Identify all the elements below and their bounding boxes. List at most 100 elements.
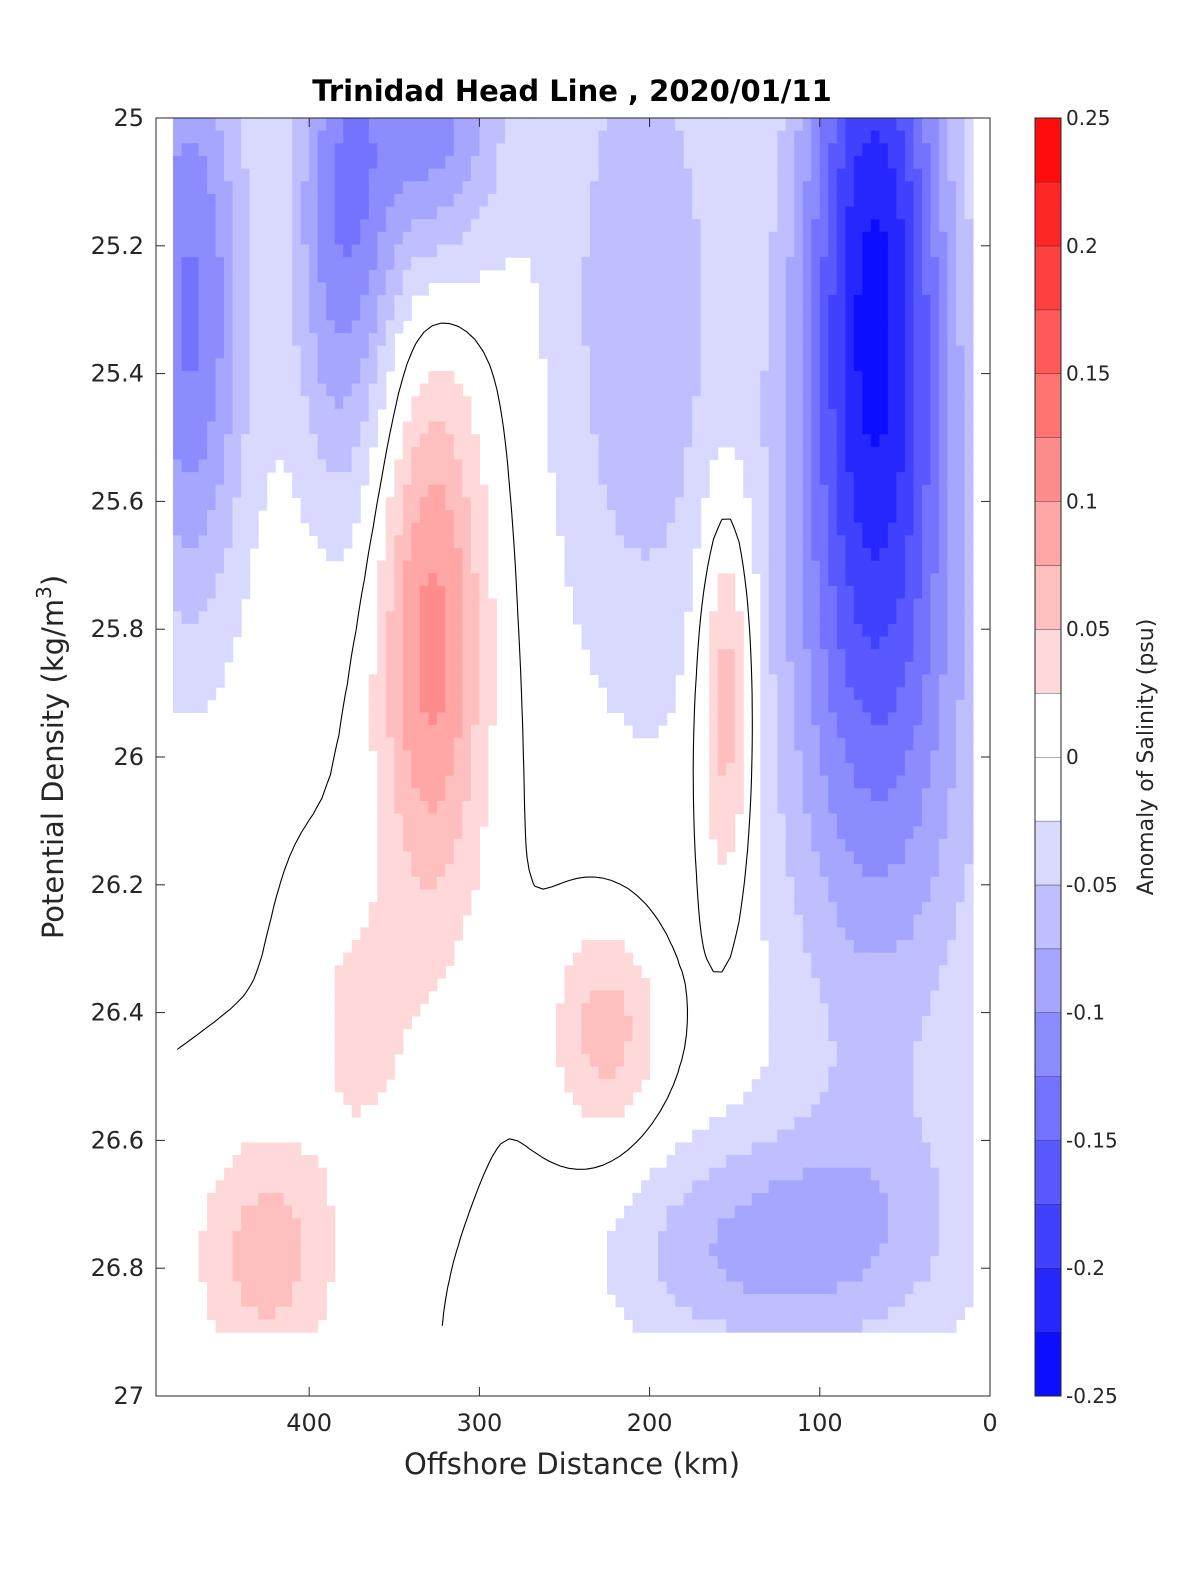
contour-cell [709, 750, 719, 764]
contour-cell [215, 370, 225, 385]
contour-cell [351, 193, 361, 208]
contour-cell [819, 611, 829, 625]
contour-cell [862, 712, 872, 726]
contour-cell [794, 269, 804, 284]
contour-cell [836, 914, 846, 928]
contour-cell [453, 383, 463, 397]
contour-cell [607, 1104, 617, 1118]
contour-cell [828, 244, 838, 258]
contour-cell [913, 902, 923, 916]
contour-cell [590, 320, 600, 334]
contour-cell [675, 345, 685, 359]
contour-cell [530, 269, 540, 284]
contour-cell [938, 965, 949, 979]
contour-cell [777, 181, 787, 195]
contour-cell [632, 118, 642, 132]
contour-cell [377, 902, 387, 916]
contour-cell [649, 472, 659, 486]
contour-cell [811, 1066, 821, 1080]
contour-cell [785, 712, 795, 726]
contour-cell [879, 472, 889, 486]
contour-cell [853, 661, 863, 676]
contour-cell [811, 611, 821, 625]
contour-cell [453, 408, 463, 423]
contour-cell [828, 952, 838, 966]
contour-cell [377, 295, 387, 309]
contour-cell [377, 320, 387, 334]
contour-cell [836, 990, 846, 1004]
contour-cell [394, 1015, 404, 1030]
contour-cell [904, 598, 915, 612]
contour-cell [292, 383, 302, 397]
contour-cell [224, 472, 234, 486]
contour-cell [181, 396, 191, 410]
contour-cell [870, 611, 880, 625]
contour-cell [777, 965, 787, 979]
contour-cell [317, 522, 327, 536]
contour-cell [607, 282, 617, 296]
contour-cell [198, 421, 208, 435]
contour-cell [266, 370, 276, 385]
contour-cell [232, 623, 242, 638]
contour-cell [802, 598, 812, 612]
contour-cell [955, 674, 966, 688]
contour-cell [964, 623, 974, 638]
contour-cell [862, 611, 872, 625]
contour-cell [360, 193, 370, 208]
contour-cell [462, 231, 472, 246]
contour-cell [768, 320, 778, 334]
contour-cell [402, 661, 412, 676]
contour-cell [573, 1003, 583, 1017]
contour-cell [173, 535, 183, 549]
contour-cell [904, 952, 915, 966]
contour-cell [590, 295, 600, 309]
contour-cell [266, 408, 276, 423]
contour-cell [700, 118, 710, 132]
contour-cell [564, 1053, 574, 1068]
contour-cell [802, 155, 812, 170]
contour-cell [658, 193, 668, 208]
contour-cell [836, 1104, 846, 1118]
contour-cell [853, 902, 863, 916]
contour-cell [394, 826, 404, 840]
contour-cell [198, 143, 208, 157]
contour-cell [811, 623, 821, 638]
contour-cell [224, 269, 234, 284]
contour-cell [581, 522, 591, 536]
contour-cell [173, 522, 183, 536]
contour-cell [224, 193, 234, 208]
contour-cell [317, 219, 327, 233]
contour-cell [777, 573, 787, 587]
contour-cell [904, 636, 915, 650]
contour-cell [394, 598, 404, 612]
contour-cell [743, 358, 753, 372]
contour-cell [777, 927, 787, 941]
contour-cell [555, 1015, 566, 1030]
contour-cell [419, 902, 429, 916]
contour-cell [913, 1091, 923, 1106]
contour-cell [521, 219, 532, 233]
contour-cell [326, 155, 336, 170]
contour-cell [326, 522, 336, 536]
contour-cell [428, 864, 438, 878]
contour-cell [385, 118, 395, 132]
contour-cell [632, 661, 642, 676]
contour-cell [241, 320, 251, 334]
contour-cell [768, 940, 778, 954]
contour-cell [479, 725, 489, 739]
contour-cell [343, 522, 353, 536]
contour-cell [521, 118, 532, 132]
contour-cell [470, 674, 480, 688]
contour-cell [845, 876, 855, 891]
contour-cell [368, 118, 378, 132]
contour-cell [649, 168, 659, 182]
contour-cell [947, 990, 957, 1004]
contour-cell [292, 446, 302, 461]
contour-cell [811, 206, 821, 220]
contour-cell [828, 396, 838, 410]
contour-cell [862, 661, 872, 676]
contour-cell [590, 585, 600, 600]
contour-cell [632, 408, 642, 423]
contour-cell [760, 345, 770, 359]
contour-cell [836, 851, 846, 865]
